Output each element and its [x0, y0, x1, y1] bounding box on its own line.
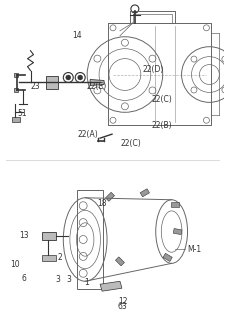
Circle shape	[66, 75, 71, 80]
Polygon shape	[173, 228, 182, 235]
Text: 12: 12	[118, 297, 127, 306]
Circle shape	[78, 75, 83, 80]
Text: 22(B): 22(B)	[151, 121, 172, 130]
Text: 10: 10	[10, 260, 20, 269]
Bar	[12, 117, 20, 122]
Polygon shape	[163, 253, 172, 261]
Polygon shape	[90, 79, 104, 85]
Bar	[46, 76, 58, 89]
Bar	[14, 73, 18, 76]
Text: 13: 13	[19, 231, 29, 240]
Polygon shape	[115, 257, 124, 266]
Bar	[14, 88, 18, 92]
Text: 23: 23	[31, 82, 40, 91]
Text: 3: 3	[66, 275, 71, 284]
Bar	[43, 255, 56, 261]
Text: 22(C): 22(C)	[151, 95, 172, 104]
Bar	[43, 232, 56, 239]
Text: 14: 14	[72, 31, 81, 40]
Text: 1: 1	[84, 278, 89, 287]
Text: 22(A): 22(A)	[78, 130, 98, 139]
Text: 22(C): 22(C)	[120, 139, 141, 148]
Text: 18: 18	[98, 199, 107, 208]
Text: 6: 6	[22, 275, 27, 284]
Text: M-1: M-1	[187, 245, 201, 254]
Text: 22(E): 22(E)	[87, 82, 107, 91]
Text: 63: 63	[118, 302, 127, 311]
Polygon shape	[106, 192, 115, 201]
Text: 22(D): 22(D)	[142, 65, 163, 74]
Text: 51: 51	[17, 109, 27, 118]
Polygon shape	[171, 202, 179, 207]
Polygon shape	[100, 281, 122, 291]
Text: 2: 2	[58, 253, 62, 262]
Text: 3: 3	[55, 275, 60, 284]
Polygon shape	[140, 189, 149, 197]
